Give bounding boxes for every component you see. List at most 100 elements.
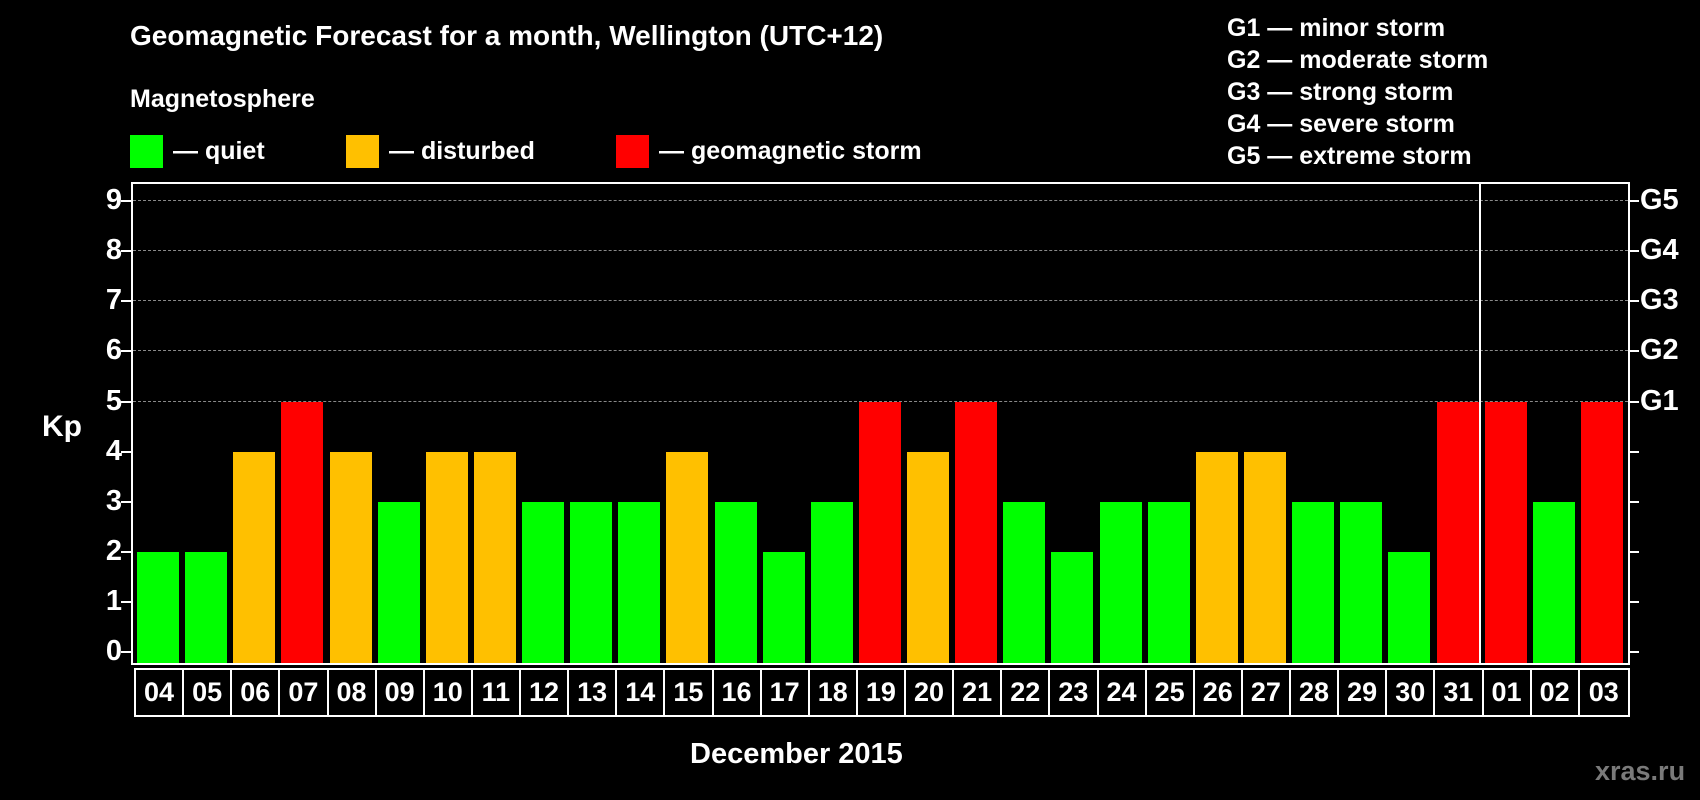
legend-swatch-quiet xyxy=(130,134,163,168)
plot-frame xyxy=(131,182,1630,665)
date-cell: 29 xyxy=(1339,670,1388,715)
date-cell: 11 xyxy=(473,670,521,715)
gridline xyxy=(133,350,1628,352)
date-cell: 07 xyxy=(280,670,329,715)
bar-quiet xyxy=(762,551,805,663)
y-tick-left xyxy=(121,550,131,553)
gridline xyxy=(133,200,1628,202)
date-cell: 27 xyxy=(1243,670,1291,715)
date-cell: 15 xyxy=(665,670,714,715)
date-cell: 21 xyxy=(954,670,1003,715)
bar-quiet xyxy=(618,501,661,663)
y-tick-label: 7 xyxy=(105,284,122,317)
y-tick-label: 0 xyxy=(105,635,122,667)
chart-subtitle: Magnetosphere xyxy=(130,85,315,113)
y-tick-left xyxy=(121,400,131,403)
bar-disturbed xyxy=(907,451,950,663)
y-tick-label: 3 xyxy=(105,484,122,517)
bar-storm xyxy=(1484,401,1527,663)
y-tick-label: 5 xyxy=(105,384,122,417)
date-cell: 18 xyxy=(810,670,858,715)
legend-swatch-disturbed xyxy=(346,134,379,168)
bar-storm xyxy=(858,401,901,663)
gridline xyxy=(133,300,1628,302)
storm-scale-legend: G1 — minor storm G2 — moderate storm G3 … xyxy=(1227,12,1488,172)
legend-label-quiet: — quiet xyxy=(173,136,265,165)
y-tick-left xyxy=(121,600,131,603)
date-cell: 30 xyxy=(1387,670,1436,715)
y-tick-right xyxy=(1629,250,1639,253)
storm-level-label: G5 xyxy=(1640,184,1679,217)
y-tick-right xyxy=(1629,450,1639,453)
legend-item-disturbed: — disturbed xyxy=(346,134,535,168)
y-tick-right xyxy=(1629,600,1639,603)
y-axis-label: Kp xyxy=(42,410,82,443)
y-tick-right xyxy=(1629,300,1639,303)
date-cell: 04 xyxy=(136,670,185,715)
bar-disturbed xyxy=(1195,451,1238,663)
gridline xyxy=(133,250,1628,252)
y-tick-right xyxy=(1629,550,1639,553)
y-tick-right xyxy=(1629,400,1639,403)
y-tick-left xyxy=(121,300,131,303)
date-cell: 28 xyxy=(1291,670,1340,715)
date-cell: 25 xyxy=(1147,670,1195,715)
date-cell: 08 xyxy=(329,670,377,715)
date-cell: 05 xyxy=(184,670,233,715)
legend-item-storm: — geomagnetic storm xyxy=(616,134,922,168)
y-tick-left xyxy=(121,500,131,503)
bar-quiet xyxy=(810,501,853,663)
y-tick-left xyxy=(121,450,131,453)
bar-disturbed xyxy=(233,451,276,663)
date-cell: 12 xyxy=(521,670,570,715)
date-cell: 06 xyxy=(232,670,281,715)
storm-level-label: G3 xyxy=(1640,284,1679,317)
bar-disturbed xyxy=(425,451,468,663)
bar-storm xyxy=(955,401,998,663)
storm-scale-g2: G2 — moderate storm xyxy=(1227,46,1489,74)
y-tick-label: 2 xyxy=(105,534,122,567)
bar-quiet xyxy=(1099,501,1142,663)
y-tick-right xyxy=(1629,651,1639,653)
y-tick-label: 1 xyxy=(105,584,122,617)
chart-title: Geomagnetic Forecast for a month, Wellin… xyxy=(130,20,884,51)
y-tick-label: 6 xyxy=(105,334,122,367)
date-cell: 19 xyxy=(858,670,906,715)
y-tick-left xyxy=(121,200,131,203)
date-cell: 09 xyxy=(377,670,425,715)
bar-quiet xyxy=(1340,501,1383,663)
date-cell: 17 xyxy=(762,670,810,715)
storm-scale-g5: G5 — extreme storm xyxy=(1227,142,1472,170)
date-cell: 24 xyxy=(1099,670,1147,715)
date-cell: 01 xyxy=(1484,670,1532,715)
date-cell: 31 xyxy=(1435,670,1484,715)
y-tick-label: 9 xyxy=(105,184,122,217)
date-cell: 22 xyxy=(1002,670,1051,715)
date-cell: 02 xyxy=(1532,670,1580,715)
date-cell: 20 xyxy=(906,670,955,715)
date-cell: 26 xyxy=(1195,670,1243,715)
bar-storm xyxy=(1436,401,1479,663)
x-axis-label: December 2015 xyxy=(690,738,903,770)
legend-label-disturbed: — disturbed xyxy=(389,136,535,165)
y-tick-left xyxy=(121,651,131,653)
y-tick-left xyxy=(121,250,131,253)
bar-disturbed xyxy=(473,451,516,663)
bar-quiet xyxy=(377,501,420,663)
storm-scale-g4: G4 — severe storm xyxy=(1227,110,1455,138)
bar-quiet xyxy=(1003,501,1046,663)
bar-disturbed xyxy=(666,451,709,663)
y-tick-right xyxy=(1629,200,1639,203)
bar-quiet xyxy=(185,551,228,663)
storm-level-label: G1 xyxy=(1640,384,1679,417)
date-cell: 16 xyxy=(714,670,762,715)
date-cell: 23 xyxy=(1050,670,1099,715)
bar-quiet xyxy=(1051,551,1094,663)
gridline xyxy=(133,400,1628,402)
y-tick-label: 8 xyxy=(105,234,122,267)
bar-quiet xyxy=(714,501,757,663)
y-tick-label: 4 xyxy=(105,434,122,467)
legend-label-storm: — geomagnetic storm xyxy=(659,136,922,165)
bar-quiet xyxy=(137,551,179,663)
bar-disturbed xyxy=(329,451,372,663)
